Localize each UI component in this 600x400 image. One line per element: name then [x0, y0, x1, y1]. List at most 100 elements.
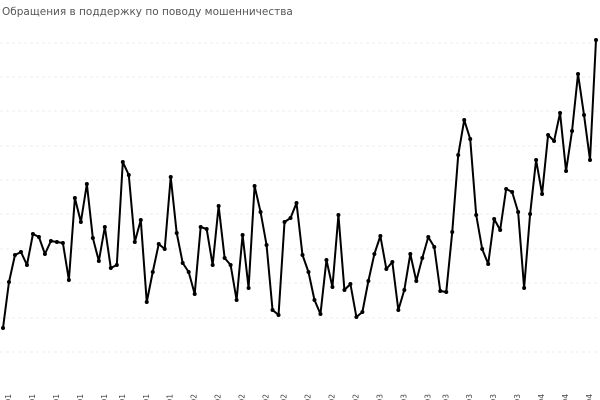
data-point — [420, 256, 425, 260]
data-point — [12, 253, 17, 257]
data-point — [540, 192, 545, 196]
data-point — [336, 213, 341, 217]
data-point — [1, 326, 5, 330]
x-tick-label: Q2 — [280, 394, 289, 400]
data-point — [228, 263, 233, 267]
data-point — [252, 184, 257, 188]
data-point — [480, 247, 485, 251]
data-point — [180, 261, 185, 265]
data-point — [372, 252, 377, 256]
x-tick-label: Q1 — [100, 394, 109, 400]
chart-title: Обращения в поддержку по поводу мошеннич… — [2, 6, 293, 18]
x-tick-label: Q2 — [351, 394, 360, 400]
x-tick-label: Q3 — [513, 394, 522, 400]
data-point — [48, 239, 53, 243]
x-tick-label: Q2 — [327, 394, 336, 400]
x-tick-label: Q3 — [423, 394, 432, 400]
data-point — [132, 240, 137, 244]
data-point — [330, 285, 335, 289]
data-point — [90, 236, 95, 240]
data-point — [108, 266, 113, 270]
x-tick-label: Q3 — [399, 394, 408, 400]
x-tick-label: Q4 — [561, 394, 570, 400]
data-point — [54, 240, 59, 244]
data-point — [174, 231, 179, 235]
data-line — [2, 39, 597, 329]
data-point — [348, 282, 353, 286]
data-point — [588, 158, 593, 162]
data-point — [582, 113, 587, 117]
data-point — [234, 298, 239, 302]
data-point — [414, 279, 419, 283]
data-point — [186, 270, 191, 274]
x-tick-label: Q2 — [214, 394, 223, 400]
data-point — [192, 292, 197, 296]
x-tick-label: Q3 — [375, 394, 384, 400]
data-point — [492, 217, 497, 221]
data-point — [282, 220, 287, 224]
data-point — [384, 267, 389, 271]
data-point — [102, 225, 107, 229]
data-point — [18, 250, 23, 254]
data-point — [456, 153, 461, 157]
x-tick-label: Q1 — [142, 394, 151, 400]
data-point — [576, 72, 581, 76]
data-point — [366, 279, 371, 283]
data-point — [294, 201, 299, 205]
data-point — [522, 286, 527, 290]
data-point — [126, 173, 131, 177]
data-point — [474, 213, 479, 217]
data-point — [66, 278, 71, 282]
x-tick-label: Q4 — [537, 394, 546, 400]
x-tick-label: Q1 — [28, 394, 37, 400]
data-point — [570, 129, 575, 133]
data-point — [42, 252, 47, 256]
x-tick-label: Q1 — [166, 394, 175, 400]
data-point — [378, 234, 383, 238]
data-point — [306, 270, 311, 274]
data-point — [30, 232, 35, 236]
data-point — [426, 235, 431, 239]
data-point — [24, 263, 29, 267]
data-point — [168, 175, 173, 179]
data-point — [552, 139, 557, 143]
x-tick-label: Q3 — [441, 394, 450, 400]
x-tick-label: Q2 — [303, 394, 312, 400]
data-point — [162, 247, 167, 251]
data-point — [354, 315, 359, 319]
data-point — [564, 169, 569, 173]
data-point — [240, 233, 245, 237]
data-point — [360, 310, 365, 314]
data-point — [138, 218, 143, 222]
data-point — [318, 312, 323, 316]
data-point — [78, 220, 83, 224]
data-point — [504, 187, 509, 191]
data-point — [198, 225, 203, 229]
data-point — [258, 210, 263, 214]
data-point — [204, 227, 209, 231]
data-point — [324, 258, 329, 262]
data-point — [210, 263, 215, 267]
data-point — [96, 259, 101, 263]
data-point — [438, 289, 443, 293]
x-tick-label: Q3 — [489, 394, 498, 400]
data-point — [546, 133, 551, 137]
data-point — [72, 196, 77, 200]
data-point — [36, 235, 41, 239]
data-point — [390, 260, 395, 264]
data-point — [534, 158, 539, 162]
data-point — [402, 288, 407, 292]
data-point — [486, 262, 491, 266]
x-tick-label: Q4 — [585, 394, 594, 400]
data-point — [444, 290, 449, 294]
data-point — [216, 204, 221, 208]
data-point — [396, 308, 401, 312]
data-point — [150, 270, 155, 274]
data-point — [468, 137, 473, 141]
x-tick-label: Q2 — [190, 394, 199, 400]
data-point — [120, 160, 125, 164]
x-tick-label: Q1 — [76, 394, 85, 400]
x-tick-label: Q1 — [118, 394, 127, 400]
data-point — [270, 308, 275, 312]
